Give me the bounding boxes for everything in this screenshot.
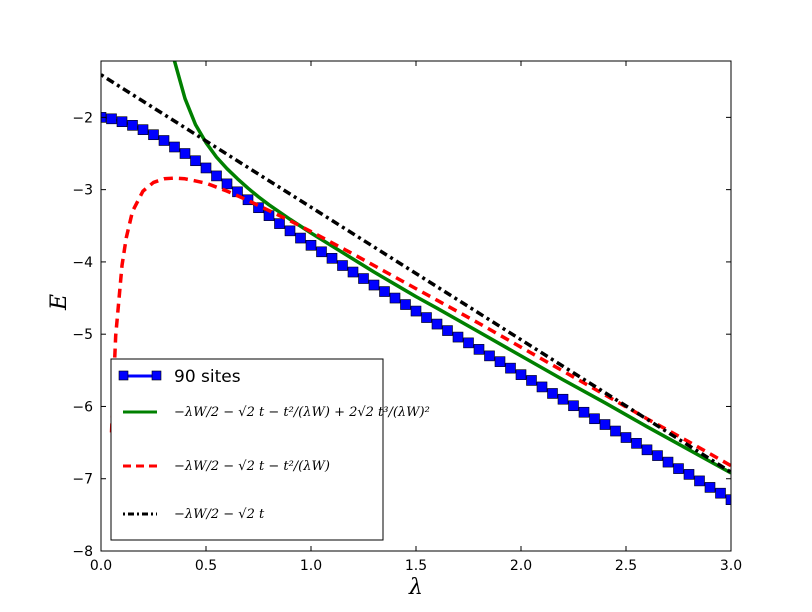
data-point-90-sites [473, 344, 485, 355]
data-point-90-sites [620, 432, 632, 443]
data-point-90-sites [347, 266, 359, 278]
data-point-90-sites [305, 239, 317, 251]
data-point-90-sites [116, 116, 128, 128]
data-point-90-sites [410, 305, 422, 317]
y-tick-label: −8 [72, 544, 93, 560]
x-axis-ticks: 0.0 0.5 1.0 1.5 2.0 2.5 3.0 [90, 61, 742, 574]
series-line-3 [101, 73, 731, 474]
y-axis-label: E [47, 294, 72, 311]
data-point-90-sites [694, 475, 705, 487]
data-point-90-sites [610, 425, 621, 437]
data-point-90-sites [358, 273, 369, 284]
y-tick-label: −5 [72, 327, 93, 343]
x-tick-label: 2.5 [615, 558, 637, 574]
data-point-90-sites [505, 362, 516, 374]
x-tick-label: 3.0 [720, 558, 742, 574]
data-point-90-sites [673, 463, 684, 474]
data-point-90-sites [431, 318, 443, 330]
data-point-90-sites [568, 400, 579, 412]
x-axis-label: λ [408, 575, 423, 600]
y-tick-label: −7 [72, 472, 93, 488]
data-point-90-sites [652, 450, 663, 461]
data-point-90-sites [463, 337, 474, 349]
data-point-90-sites [316, 246, 327, 258]
data-point-90-sites [200, 162, 212, 174]
data-point-90-sites [221, 178, 233, 190]
y-tick-label: −4 [72, 255, 93, 271]
legend-box [110, 358, 384, 541]
legend-label-red-formula: −λW/2 − √2 t − t²/(λW) [174, 459, 330, 474]
data-point-90-sites [179, 148, 191, 159]
data-point-90-sites [452, 331, 464, 343]
data-point-90-sites [158, 135, 170, 146]
data-point-90-sites [526, 375, 537, 386]
data-point-90-sites [368, 279, 380, 291]
data-point-90-sites [599, 419, 611, 430]
data-point-90-sites [274, 218, 285, 229]
legend-marker [151, 370, 162, 381]
series-layer [101, 61, 731, 505]
x-tick-label: 0.5 [195, 558, 217, 574]
data-point-90-sites [725, 494, 731, 505]
data-point-90-sites [442, 325, 453, 336]
data-point-90-sites [631, 438, 642, 449]
data-point-90-sites [683, 469, 695, 480]
data-point-90-sites [169, 141, 180, 153]
data-point-90-sites [715, 487, 726, 499]
x-tick-label: 1.0 [300, 558, 322, 574]
data-point-90-sites [211, 170, 222, 182]
data-point-90-sites [284, 225, 296, 237]
data-point-90-sites [578, 406, 590, 418]
data-point-90-sites [190, 155, 201, 167]
y-tick-label: −2 [72, 110, 93, 126]
legend-label-green-formula: −λW/2 − √2 t − t²/(λW) + 2√2 t³/(λW)² [174, 405, 430, 420]
data-point-90-sites [704, 482, 716, 493]
data-point-90-sites [127, 120, 138, 131]
legend-label-black-formula: −λW/2 − √2 t [174, 507, 265, 522]
data-point-90-sites [494, 356, 506, 367]
data-point-90-sites [536, 381, 548, 393]
data-point-90-sites [295, 232, 306, 244]
x-tick-label: 1.5 [405, 558, 427, 574]
y-tick-label: −3 [72, 183, 93, 199]
legend-marker [118, 370, 129, 381]
legend-label-90-sites: 90 sites [174, 367, 241, 387]
data-point-90-sites [148, 129, 159, 141]
data-point-90-sites [515, 369, 527, 380]
x-tick-label: 2.0 [510, 558, 532, 574]
data-point-90-sites [400, 299, 411, 310]
series-line-1 [172, 61, 731, 475]
series-line-2 [109, 176, 731, 468]
data-point-90-sites [547, 388, 558, 399]
data-point-90-sites [337, 260, 348, 271]
y-axis-ticks: −8 −7 −6 −5 −4 −3 −2 [72, 110, 731, 560]
data-point-90-sites [326, 253, 338, 264]
y-tick-label: −6 [72, 399, 93, 415]
x-tick-label: 0.0 [90, 558, 112, 574]
data-point-90-sites [484, 350, 495, 362]
data-point-90-sites [137, 124, 149, 135]
data-point-90-sites [379, 286, 390, 297]
data-point-90-sites [106, 113, 117, 125]
data-point-90-sites [662, 456, 674, 468]
data-point-90-sites [557, 393, 569, 405]
data-point-90-sites [641, 444, 653, 456]
data-point-90-sites [421, 312, 432, 323]
legend: 90 sites −λW/2 − √2 t − t²/(λW) + 2√2 t³… [110, 358, 430, 541]
data-point-90-sites [589, 413, 600, 425]
data-point-90-sites [389, 292, 401, 304]
